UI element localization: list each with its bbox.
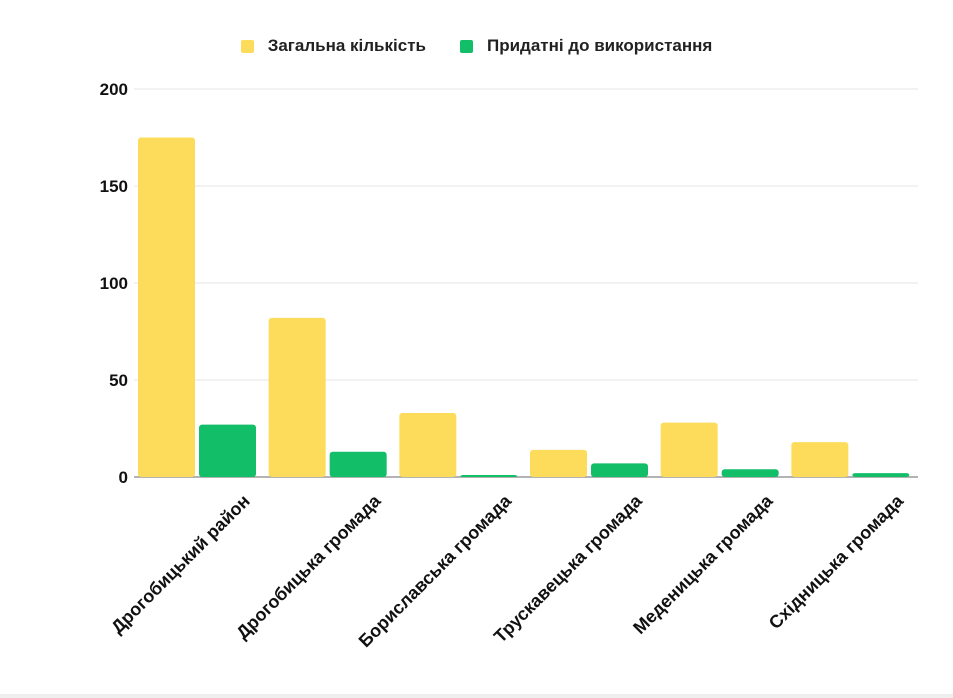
legend-swatch-usable — [459, 39, 473, 53]
grid-lines — [134, 88, 918, 478]
x-category-label: Бориславська громада — [355, 490, 516, 651]
bars — [138, 137, 910, 477]
legend-swatch-total — [240, 39, 254, 53]
y-tick-label: 0 — [119, 468, 128, 487]
bar-total — [530, 449, 587, 477]
chart-legend: Загальна кількість Придатні до використа… — [0, 32, 953, 60]
bar-usable — [329, 451, 387, 477]
y-tick-label: 50 — [109, 371, 128, 390]
x-category-label: Трускавецька громада — [490, 490, 647, 647]
bar-usable — [460, 475, 518, 477]
bar-total — [268, 317, 326, 477]
y-axis-tick-labels: 0 50 100 150 200 — [100, 80, 128, 487]
bar-usable — [852, 473, 910, 477]
y-tick-label: 100 — [100, 274, 128, 293]
y-tick-label: 150 — [100, 177, 128, 196]
bar-total — [138, 137, 195, 477]
bottom-divider — [0, 694, 953, 698]
x-category-label: Дрогобицька громада — [232, 490, 385, 643]
y-tick-label: 200 — [100, 80, 128, 99]
bar-total — [791, 442, 849, 477]
legend-label-total: Загальна кількість — [267, 36, 426, 55]
x-category-label: Меденицька громада — [629, 490, 777, 638]
bar-usable — [721, 469, 779, 477]
bar-usable — [199, 424, 256, 477]
legend-label-usable: Придатні до використання — [486, 36, 713, 55]
bar-usable — [591, 463, 648, 477]
bar-total — [660, 422, 718, 477]
legend-item-usable: Придатні до використання — [459, 36, 713, 56]
x-category-label: Східницька громада — [765, 490, 908, 633]
x-category-label: Дрогобицький район — [107, 491, 254, 638]
bar-total — [399, 412, 457, 477]
legend-item-total: Загальна кількість — [240, 36, 426, 56]
